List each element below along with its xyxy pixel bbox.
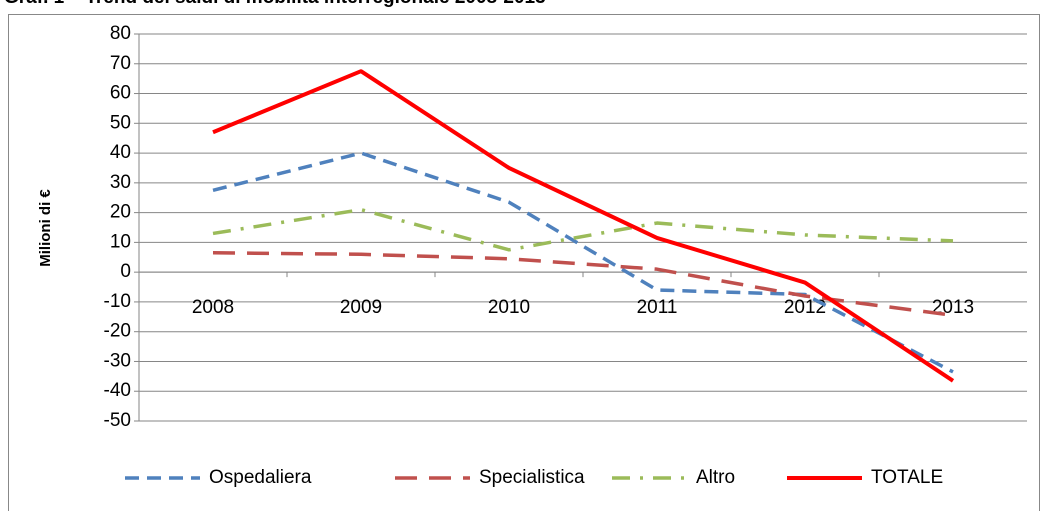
y-tick-label: 10 — [110, 231, 131, 252]
y-tick-label: 60 — [110, 83, 131, 104]
x-tick-label: 2011 — [637, 297, 678, 318]
y-axis-label: Milioni di € — [37, 189, 54, 267]
legend-label: Specialistica — [479, 467, 585, 488]
legend-label: Altro — [696, 467, 735, 488]
y-tick-label: -50 — [104, 410, 131, 431]
x-tick-label: 2012 — [784, 297, 826, 318]
series-line — [212, 69, 955, 383]
y-tick-label: 70 — [110, 53, 131, 74]
y-tick-label: 80 — [110, 23, 131, 44]
x-tick-label: 2008 — [192, 297, 234, 318]
y-tick-label: 50 — [110, 112, 131, 133]
legend-label: TOTALE — [871, 467, 943, 488]
y-tick-label: 40 — [110, 142, 131, 163]
y-tick-label: -40 — [104, 380, 131, 401]
x-tick-label: 2009 — [340, 297, 382, 318]
series-line — [212, 207, 954, 252]
y-tick-label: -10 — [104, 291, 131, 312]
series-line — [212, 151, 954, 374]
x-tick-label: 2010 — [488, 297, 530, 318]
legend-label: Ospedaliera — [209, 467, 312, 488]
y-tick-label: 20 — [110, 202, 131, 223]
y-tick-label: -30 — [104, 350, 131, 371]
y-tick-label: 0 — [120, 261, 131, 282]
y-tick-label: 30 — [110, 172, 131, 193]
chart-title: Graf. 1 – Trend dei saldi di mobilità in… — [4, 0, 546, 8]
chart-frame — [8, 14, 1040, 511]
y-tick-label: -20 — [104, 321, 131, 342]
